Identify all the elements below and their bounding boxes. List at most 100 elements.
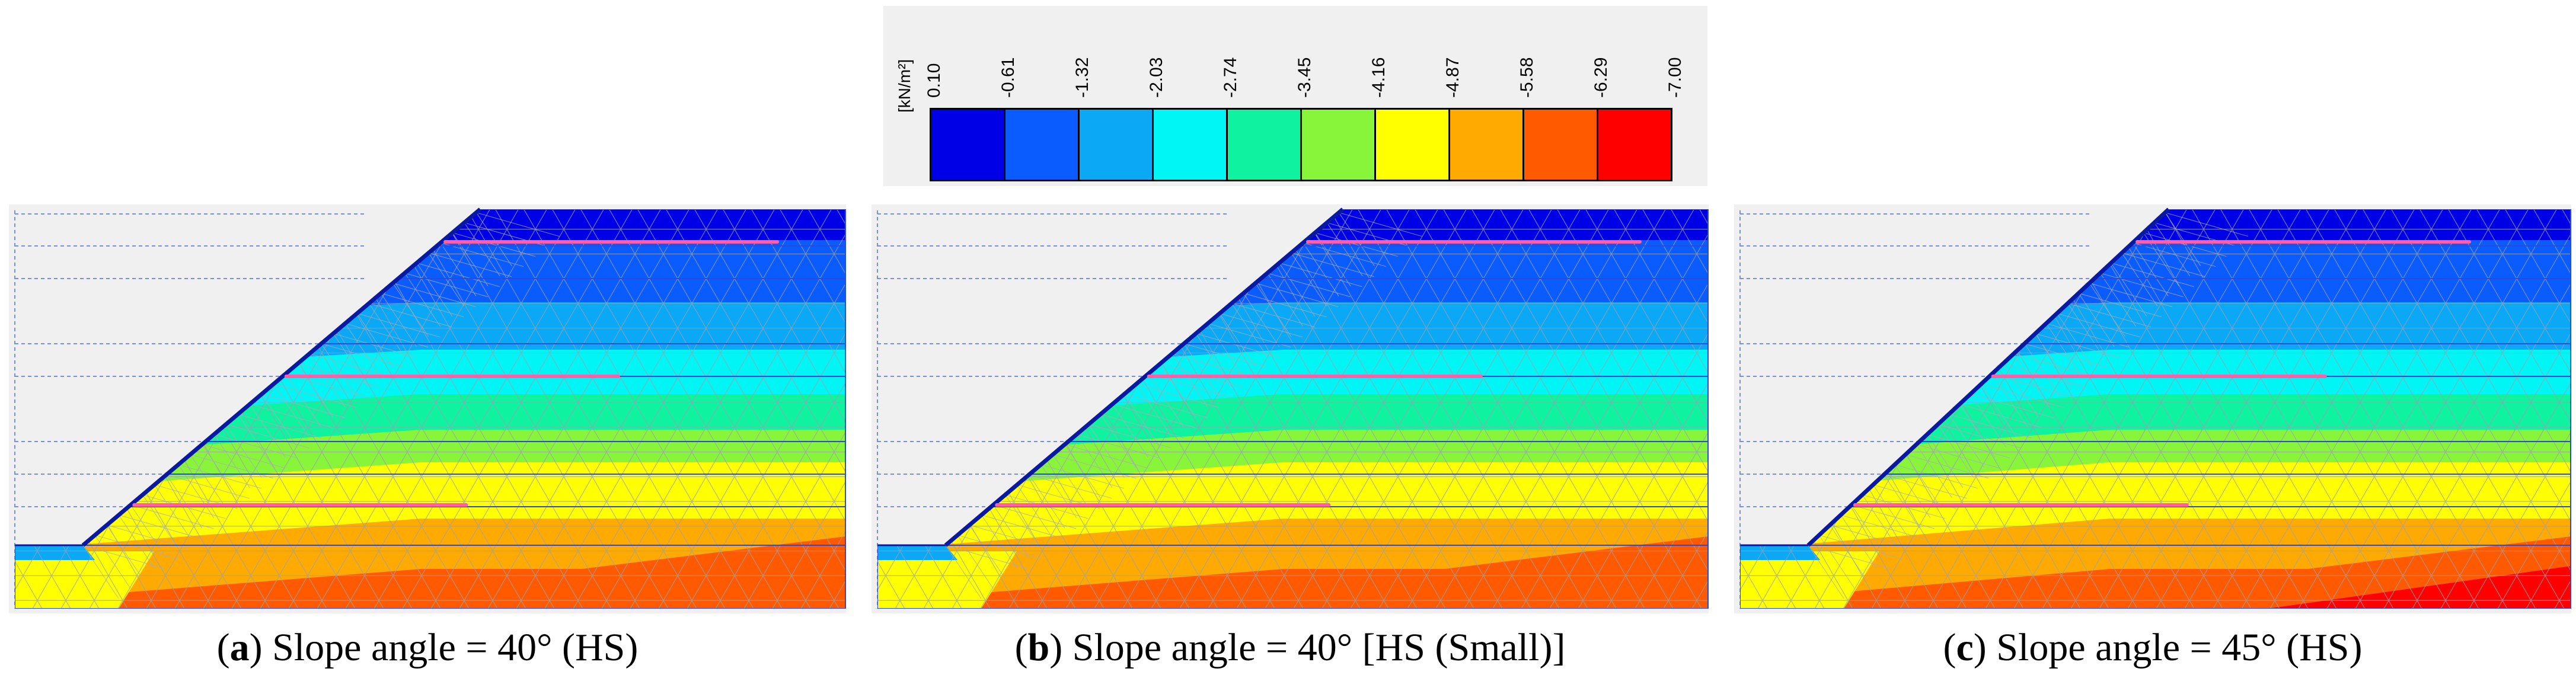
slope-face-line <box>81 207 482 547</box>
mesh-cell <box>2103 209 2134 230</box>
mesh-cell <box>2160 352 2191 379</box>
mesh-cell <box>1425 427 1456 453</box>
mesh-cell <box>577 501 608 527</box>
mesh-cell <box>1875 253 1906 280</box>
mesh-cell <box>1055 278 1086 305</box>
mesh-cell <box>2217 253 2248 280</box>
contour-plot <box>877 207 1709 609</box>
mesh-cell <box>378 209 408 230</box>
mesh-cell <box>406 209 437 230</box>
legend-swatch <box>1078 108 1154 181</box>
mesh-cell <box>477 427 508 453</box>
mesh-cell <box>1354 501 1385 527</box>
caption-letter: b <box>1027 626 1050 669</box>
mesh-cell <box>1283 476 1314 503</box>
mesh-cell <box>1681 328 1709 354</box>
mesh-cell <box>207 352 238 379</box>
mesh-cell <box>2345 575 2376 602</box>
mesh-cell <box>1889 526 1920 552</box>
mesh-cell <box>2259 476 2290 503</box>
mesh-cell <box>122 600 152 609</box>
mesh-cell <box>435 303 465 330</box>
mesh-cell <box>1740 476 1750 503</box>
mesh-line <box>1991 373 2028 428</box>
mesh-cell <box>1439 501 1470 527</box>
mesh-cell <box>1961 551 1991 577</box>
mesh-cell <box>1198 427 1228 453</box>
mesh-cell <box>2402 526 2433 552</box>
mesh-cell <box>2131 551 2162 577</box>
mesh-cell <box>2373 377 2404 404</box>
mesh-cell <box>2558 209 2571 230</box>
mesh-cell <box>1875 209 1906 230</box>
mesh-line <box>1970 394 2007 448</box>
mesh-cell <box>1639 303 1670 330</box>
mesh-cell <box>1989 600 2020 609</box>
mesh-cell <box>1790 352 1821 379</box>
mesh-cell <box>1354 600 1385 609</box>
mesh-line <box>957 535 994 589</box>
mesh-cell <box>1311 575 1342 602</box>
mesh-cell <box>1226 526 1257 552</box>
mesh-line <box>2067 303 2104 357</box>
mesh-cell <box>2501 551 2532 577</box>
mesh-line <box>1148 373 1185 428</box>
mesh-cell <box>506 476 537 503</box>
mesh-cell <box>620 427 650 453</box>
mesh-cell <box>1013 303 1043 330</box>
mesh-cell <box>2131 303 2162 330</box>
mesh-cell <box>2174 328 2205 354</box>
mesh-cell <box>662 600 693 609</box>
mesh-cell <box>591 526 622 552</box>
legend-swatch-row <box>930 108 1672 181</box>
mesh-cell <box>207 551 238 577</box>
mesh-line <box>1100 414 1137 468</box>
mesh-cell <box>2174 575 2205 602</box>
mesh-cell <box>1740 303 1764 330</box>
mesh-cell <box>107 328 138 354</box>
mesh-cell <box>1582 501 1613 527</box>
mesh-cell <box>577 253 608 280</box>
mesh-cell <box>221 476 252 503</box>
mesh-cell <box>65 402 95 428</box>
mesh-cell <box>491 253 522 280</box>
mesh-cell <box>15 575 24 602</box>
mesh-cell <box>748 253 778 280</box>
mesh-cell <box>1496 402 1527 428</box>
mesh-cell <box>79 377 110 404</box>
mesh-cell <box>136 575 167 602</box>
mesh-cell <box>193 328 224 354</box>
mesh-cell <box>2188 209 2219 230</box>
mesh-cell <box>877 427 887 453</box>
mesh-cell <box>1539 328 1570 354</box>
mesh-cell <box>1183 352 1214 379</box>
mesh-cell <box>1804 328 1835 354</box>
mesh-cell <box>790 526 821 552</box>
mesh-cell <box>1747 427 1778 453</box>
mesh-cell <box>349 551 380 577</box>
mesh-cell <box>2345 476 2376 503</box>
mesh-cell <box>662 452 693 478</box>
mesh-cell <box>2359 402 2390 428</box>
mesh-cell <box>548 551 579 577</box>
mesh-cell <box>1804 476 1835 503</box>
mesh-cell <box>1511 328 1541 354</box>
mesh-cell <box>563 427 593 453</box>
mesh-cell <box>691 352 722 379</box>
mesh-cell <box>1833 575 1863 602</box>
mesh-cell <box>885 575 915 602</box>
mesh-cell <box>2188 402 2219 428</box>
mesh-cell <box>2074 303 2105 330</box>
mesh-cell <box>2387 501 2418 527</box>
contour-bands <box>1740 209 2571 609</box>
mesh-cell <box>1776 377 1806 404</box>
mesh-cell <box>321 501 352 527</box>
mesh-cell <box>1126 253 1157 280</box>
mesh-cell <box>463 501 494 527</box>
mesh-cell <box>1112 575 1143 602</box>
mesh-cell <box>1041 402 1072 428</box>
mesh-cell <box>363 328 394 354</box>
mesh-cell <box>2430 575 2461 602</box>
mesh-cell <box>956 452 987 478</box>
mesh-cell <box>1511 377 1541 404</box>
